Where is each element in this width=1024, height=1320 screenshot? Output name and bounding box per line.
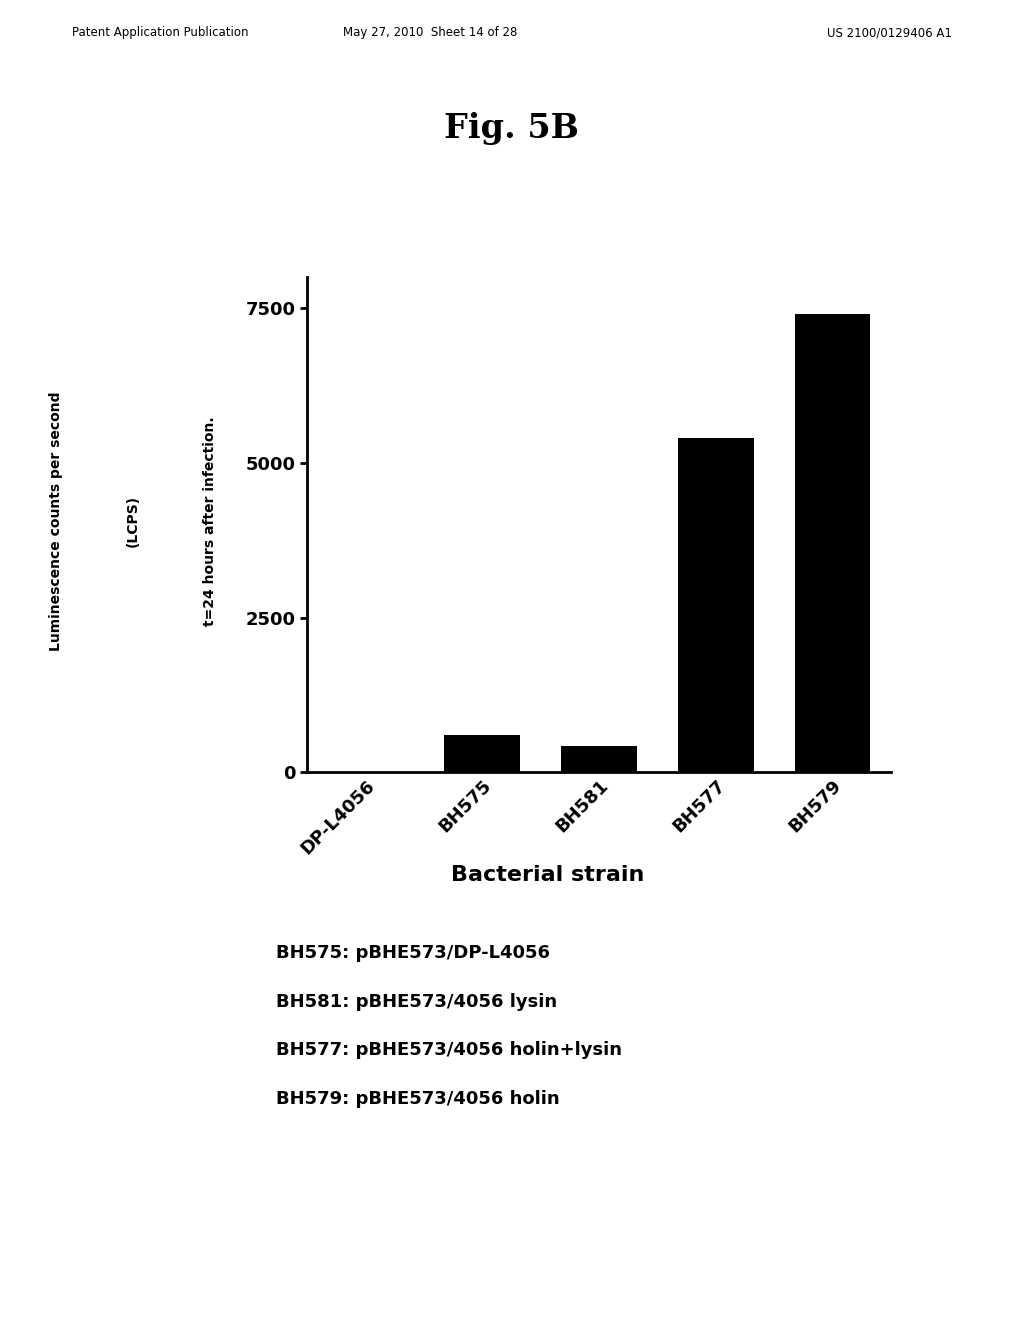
Bar bbox=[561, 746, 637, 772]
Text: Fig. 5B: Fig. 5B bbox=[444, 112, 580, 145]
Text: Bacterial strain: Bacterial strain bbox=[452, 865, 644, 884]
Bar bbox=[678, 438, 754, 772]
Text: t=24 hours after infection.: t=24 hours after infection. bbox=[203, 417, 217, 626]
Text: (LCPS): (LCPS) bbox=[126, 495, 140, 548]
Bar bbox=[795, 314, 870, 772]
Text: BH577: pBHE573/4056 holin+lysin: BH577: pBHE573/4056 holin+lysin bbox=[276, 1041, 623, 1060]
Text: May 27, 2010  Sheet 14 of 28: May 27, 2010 Sheet 14 of 28 bbox=[343, 26, 517, 40]
Bar bbox=[444, 735, 520, 772]
Text: Luminescence counts per second: Luminescence counts per second bbox=[49, 392, 63, 651]
Text: BH581: pBHE573/4056 lysin: BH581: pBHE573/4056 lysin bbox=[276, 993, 558, 1011]
Text: BH575: pBHE573/DP-L4056: BH575: pBHE573/DP-L4056 bbox=[276, 944, 551, 962]
Text: BH579: pBHE573/4056 holin: BH579: pBHE573/4056 holin bbox=[276, 1090, 560, 1109]
Text: US 2100/0129406 A1: US 2100/0129406 A1 bbox=[827, 26, 952, 40]
Text: Patent Application Publication: Patent Application Publication bbox=[72, 26, 248, 40]
